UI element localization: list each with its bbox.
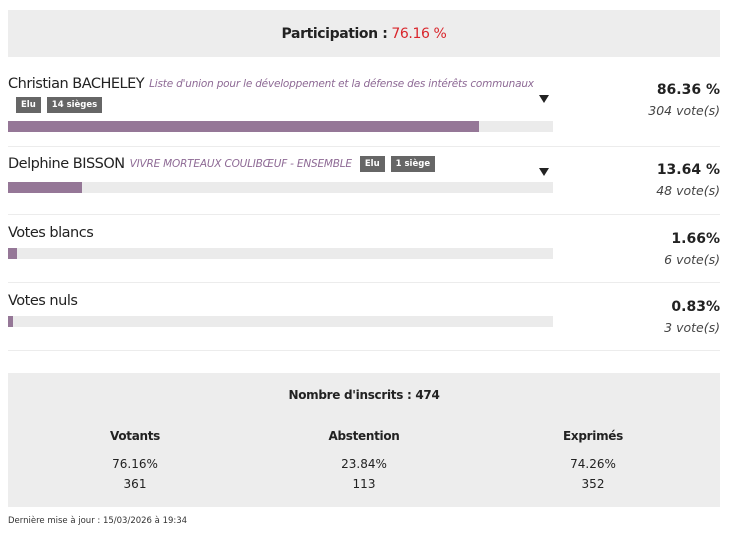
column-title: Exprimés xyxy=(563,429,623,443)
tags: Elu 14 sièges xyxy=(16,97,103,113)
bar xyxy=(8,182,83,193)
bar-track xyxy=(8,121,553,132)
percentage: 13.64 % xyxy=(656,162,720,178)
name-line: Delphine BISSON VIVRE MORTEAUX COULIBŒUF … xyxy=(8,156,436,172)
percentage: 86.36 % xyxy=(656,82,720,98)
candidate-name: Votes blancs xyxy=(8,225,94,241)
bar-track xyxy=(8,316,553,327)
column-count: 113 xyxy=(352,477,376,491)
column-title: Votants xyxy=(109,429,161,443)
column-count: 361 xyxy=(123,477,147,491)
percentage: 0.83% xyxy=(671,299,720,315)
result-row: Votes nuls 0.83% 3 vote(s) xyxy=(8,293,720,353)
vote-count: 6 vote(s) xyxy=(664,252,720,267)
separator xyxy=(8,146,720,147)
separator xyxy=(8,282,720,283)
bar-track xyxy=(8,182,553,193)
vote-count: 304 vote(s) xyxy=(648,103,720,118)
separator xyxy=(8,350,720,351)
result-row: Delphine BISSON VIVRE MORTEAUX COULIBŒUF … xyxy=(8,156,720,216)
participation-banner: Participation : 76.16 % xyxy=(8,10,720,57)
tag: Elu xyxy=(359,156,385,172)
tag: Elu xyxy=(16,97,41,113)
column-percent: 74.26% xyxy=(570,457,616,471)
column-percent: 23.84% xyxy=(341,457,387,471)
column-title: Abstention xyxy=(328,429,400,443)
expand-arrow[interactable] xyxy=(539,95,549,103)
result-row: Votes blancs 1.66% 6 vote(s) xyxy=(8,225,720,285)
expand-arrow[interactable] xyxy=(539,168,549,176)
list-name: Liste d'union pour le développement et l… xyxy=(149,78,534,90)
column-count: 352 xyxy=(581,477,605,491)
separator xyxy=(8,214,720,215)
bar xyxy=(8,316,13,327)
name-line: Votes nuls xyxy=(8,293,78,309)
list-name: VIVRE MORTEAUX COULIBŒUF - ENSEMBLE xyxy=(129,158,352,170)
tag: 1 siège xyxy=(390,156,436,172)
tags: Elu 1 siège xyxy=(359,156,436,172)
name-line: Votes blancs xyxy=(8,225,94,241)
vote-count: 48 vote(s) xyxy=(656,183,720,198)
bar xyxy=(8,121,479,132)
percentage: 1.66% xyxy=(671,231,720,247)
result-row: Christian BACHELEY Liste d'union pour le … xyxy=(8,76,720,136)
column-percent: 76.16% xyxy=(112,457,158,471)
tag: 14 sièges xyxy=(46,97,103,113)
bar xyxy=(8,248,18,259)
summary-box: Nombre d'inscrits : 474 Votants 76.16% 361… xyxy=(8,373,720,507)
last-update: Dernière mise à jour : 15/03/2026 à 19:3… xyxy=(8,516,188,526)
candidate-name: Delphine BISSON xyxy=(8,156,125,172)
candidate-name: Votes nuls xyxy=(8,293,78,309)
bar-track xyxy=(8,248,553,259)
name-line: Christian BACHELEY Liste d'union pour le … xyxy=(8,76,534,92)
participation-value: 76.16 % xyxy=(391,25,447,42)
registered: Nombre d'inscrits : 474 xyxy=(288,388,440,402)
candidate-name: Christian BACHELEY xyxy=(8,76,145,92)
vote-count: 3 vote(s) xyxy=(664,320,720,335)
participation-label: Participation : xyxy=(281,25,388,42)
